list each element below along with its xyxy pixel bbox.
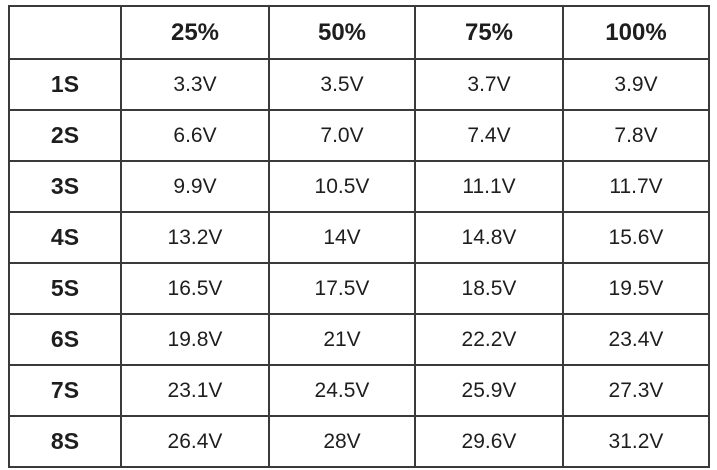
voltage-cell: 27.3V [562,364,710,417]
voltage-cell: 18.5V [414,262,564,315]
voltage-cell: 3.5V [268,58,416,111]
voltage-cell: 24.5V [268,364,416,417]
row-label: 5S [8,262,122,315]
header-cell: 75% [414,5,564,60]
voltage-cell: 26.4V [120,415,270,468]
voltage-cell: 11.1V [414,160,564,213]
row-label: 3S [8,160,122,213]
voltage-cell: 31.2V [562,415,710,468]
voltage-cell: 3.3V [120,58,270,111]
table-row: 5S 16.5V 17.5V 18.5V 19.5V [8,262,710,315]
row-label: 6S [8,313,122,366]
table-row: 3S 9.9V 10.5V 11.1V 11.7V [8,160,710,213]
voltage-cell: 7.0V [268,109,416,162]
voltage-cell: 14V [268,211,416,264]
voltage-cell: 21V [268,313,416,366]
voltage-cell: 19.5V [562,262,710,315]
voltage-cell: 29.6V [414,415,564,468]
header-row: 25% 50% 75% 100% [8,5,710,60]
voltage-cell: 6.6V [120,109,270,162]
table-row: 2S 6.6V 7.0V 7.4V 7.8V [8,109,710,162]
voltage-cell: 28V [268,415,416,468]
voltage-cell: 15.6V [562,211,710,264]
table-row: 4S 13.2V 14V 14.8V 15.6V [8,211,710,264]
row-label: 7S [8,364,122,417]
header-cell: 50% [268,5,416,60]
table-row: 1S 3.3V 3.5V 3.7V 3.9V [8,58,710,111]
row-label: 4S [8,211,122,264]
table-wrap: 25% 50% 75% 100% 1S 3.3V 3.5V 3.7V 3.9V 2S 6.6V 7.… [8,5,710,468]
row-label: 8S [8,415,122,468]
voltage-cell: 3.7V [414,58,564,111]
voltage-cell: 23.4V [562,313,710,366]
table-body: 1S 3.3V 3.5V 3.7V 3.9V 2S 6.6V 7.0V 7.4V 7.8V 3S 9.… [8,58,710,468]
header-cell: 25% [120,5,270,60]
voltage-cell: 10.5V [268,160,416,213]
row-label: 2S [8,109,122,162]
corner-cell [8,5,122,60]
table-row: 6S 19.8V 21V 22.2V 23.4V [8,313,710,366]
voltage-cell: 17.5V [268,262,416,315]
header-cell: 100% [562,5,710,60]
table-row: 8S 26.4V 28V 29.6V 31.2V [8,415,710,468]
voltage-cell: 7.4V [414,109,564,162]
voltage-cell: 25.9V [414,364,564,417]
voltage-cell: 13.2V [120,211,270,264]
voltage-cell: 9.9V [120,160,270,213]
voltage-cell: 3.9V [562,58,710,111]
voltage-table: 25% 50% 75% 100% 1S 3.3V 3.5V 3.7V 3.9V 2S 6.6V 7.… [8,5,710,468]
voltage-cell: 14.8V [414,211,564,264]
table-row: 7S 23.1V 24.5V 25.9V 27.3V [8,364,710,417]
voltage-cell: 23.1V [120,364,270,417]
row-label: 1S [8,58,122,111]
voltage-cell: 22.2V [414,313,564,366]
voltage-cell: 19.8V [120,313,270,366]
voltage-cell: 7.8V [562,109,710,162]
voltage-cell: 11.7V [562,160,710,213]
voltage-cell: 16.5V [120,262,270,315]
